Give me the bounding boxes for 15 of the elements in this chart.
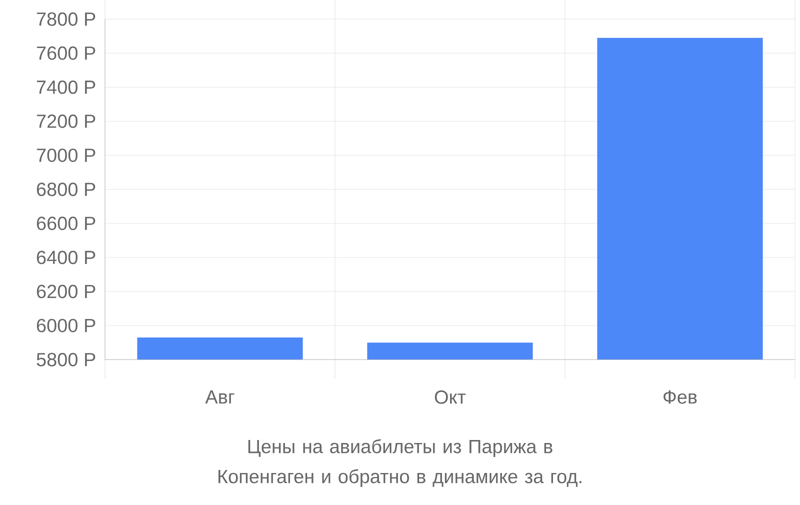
x-tick-label: Окт bbox=[434, 390, 466, 404]
y-tick-label: 6000 Р bbox=[36, 318, 96, 332]
y-tick-label: 7800 Р bbox=[36, 12, 96, 26]
y-tick-label: 6800 Р bbox=[36, 182, 96, 196]
x-tick-label: Авг bbox=[205, 390, 234, 404]
y-tick-label: 6200 Р bbox=[36, 284, 96, 298]
y-tick-label: 6600 Р bbox=[36, 216, 96, 230]
y-tick-label: 7200 Р bbox=[36, 114, 96, 128]
y-tick-label: 6400 Р bbox=[36, 250, 96, 264]
y-tick-label: 7600 Р bbox=[36, 46, 96, 60]
text: Цены на авиабилеты из Парижа в Копенгаген и обратно в динамике за год. bbox=[218, 439, 582, 487]
y-tick-label: 7000 Р bbox=[36, 148, 96, 162]
x-tick-label: Фев bbox=[664, 390, 697, 404]
y-tick-label: 7400 Р bbox=[36, 80, 96, 94]
y-tick-label: 5800 Р bbox=[36, 352, 96, 366]
